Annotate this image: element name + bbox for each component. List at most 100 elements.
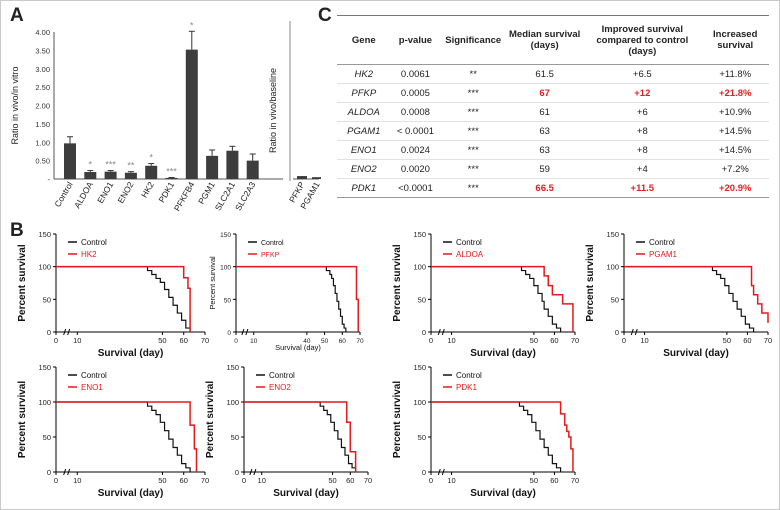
table-cell: 0.0020 [400,163,430,175]
x-tick-label: PDK1 [156,180,176,204]
survival-curve-hk2 [56,265,191,332]
bar-pdk1 [165,177,178,179]
legend-label: Control [456,238,482,247]
x-tick-label: 0 [622,336,626,345]
x-axis-label: Survival (day) [470,348,536,359]
y-tick-label: 150 [413,230,426,239]
survival-curve-control [431,266,562,332]
x-tick-label: PGM1 [196,180,217,206]
survival-curve-control [624,266,755,332]
significance-marker: * [190,20,194,30]
table-cell: <0.0001 [398,182,433,194]
axis-break-mark [634,328,638,336]
x-tick-label: 60 [180,476,188,485]
y-tick-label: 100 [38,263,51,272]
y-tick-label: 100 [226,398,239,407]
bar-pgm1 [206,155,219,179]
legend-label: HK2 [81,250,97,259]
y-axis-label: Percent survival [17,381,28,458]
table-cell: 0.0024 [400,144,430,156]
y-tick-label: 3.00 [35,65,50,74]
survival-summary-table: Gene p-value Significance Median surviva… [337,15,769,198]
bar-control [64,143,76,179]
survival-curve-control [244,401,357,472]
table-row: ALDOA 0.0008 *** 61 +6 +10.9% [337,103,769,122]
y-axis-label-baseline: Ratio in vivo/baseline [268,68,278,153]
x-tick-label: 50 [530,476,538,485]
y-tick-label: 2.00 [35,102,50,111]
x-tick-label: 10 [73,336,81,345]
legend-label: Control [269,371,295,380]
bar-pgam1 [312,177,321,179]
legend-label: PGAM1 [649,250,678,259]
x-tick-label: 10 [447,476,455,485]
table-cell: *** [467,144,479,156]
bar-aldoa [84,172,97,179]
survival-curve-control [56,266,191,332]
y-tick-label: 0 [47,328,51,337]
y-axis-label: Percent survival [585,244,596,321]
axis-break-mark [441,328,445,336]
bar-slc2a1 [226,150,239,179]
y-tick-label: 150 [413,363,426,372]
y-tick-label: 2.50 [35,83,50,92]
y-tick-label: - [48,175,51,184]
y-tick-label: 150 [220,232,231,239]
table-cell: 66.5 [535,182,554,194]
axis-break-mark [63,328,67,336]
axis-break-mark [441,468,445,476]
axis-break-mark [245,328,249,336]
table-cell: +6.5 [632,68,652,80]
survival-curve-pfkp [236,265,359,332]
column-header: Improved survival compared to control (d… [596,23,689,57]
table-cell: 63 [539,144,550,156]
x-tick-label: 0 [54,476,58,485]
table-cell: +11.8% [719,68,752,80]
x-tick-label: 60 [346,476,354,485]
x-tick-label: 0 [54,336,58,345]
table-row: PDK1 <0.0001 *** 66.5 +11.5 +20.9% [337,179,769,198]
column-header: Significance [445,34,502,46]
x-tick-label: 10 [73,476,81,485]
x-tick-label: 50 [530,336,538,345]
y-axis-label: Percent survival [392,244,403,321]
table-cell: *** [467,163,479,175]
y-tick-label: 50 [231,433,239,442]
table-cell: +14.5% [718,144,752,156]
axis-break-mark [63,468,67,476]
table-row: HK2 0.0061 ** 61.5 +6.5 +11.8% [337,65,769,84]
legend-label: ENO1 [81,383,103,392]
y-axis-label: Percent survival [208,256,217,310]
x-tick-label: 70 [201,476,209,485]
x-tick-label: 50 [158,336,166,345]
table-cell: *** [467,125,479,137]
table-cell: *** [467,87,479,99]
x-tick-label: 0 [242,476,246,485]
table-cell: +14.5% [718,125,752,137]
y-axis-label: Percent survival [205,381,216,458]
y-tick-label: 1.50 [35,120,50,129]
table-cell: +8 [636,144,648,156]
x-tick-label: 0 [429,476,433,485]
y-tick-label: 0 [227,330,231,337]
y-tick-label: 1.00 [35,138,50,147]
y-tick-label: 0 [47,468,51,477]
y-tick-label: 100 [220,265,231,272]
y-tick-label: 150 [226,363,239,372]
bar-pfkfb4 [185,49,198,179]
y-tick-label: 50 [224,297,232,304]
gene-cell: PFKP [351,87,377,99]
x-tick-label: 70 [764,336,772,345]
legend-label: Control [261,240,284,247]
table-cell: +12 [634,87,651,99]
y-axis-label: Percent survival [392,381,403,458]
survival-plot-eno1: 0 50 100 150 0 10 50 60 70 Survival (day) Percent … [17,363,209,499]
x-tick-label: 70 [364,476,372,485]
x-tick-label: SLC2A3 [233,180,258,213]
x-tick-label: 50 [328,476,336,485]
legend-label: Control [81,238,107,247]
gene-cell: ENO1 [350,144,377,156]
x-tick-label: 40 [303,338,311,345]
x-tick-label: ALDOA [72,180,95,210]
survival-curve-control [56,401,191,472]
